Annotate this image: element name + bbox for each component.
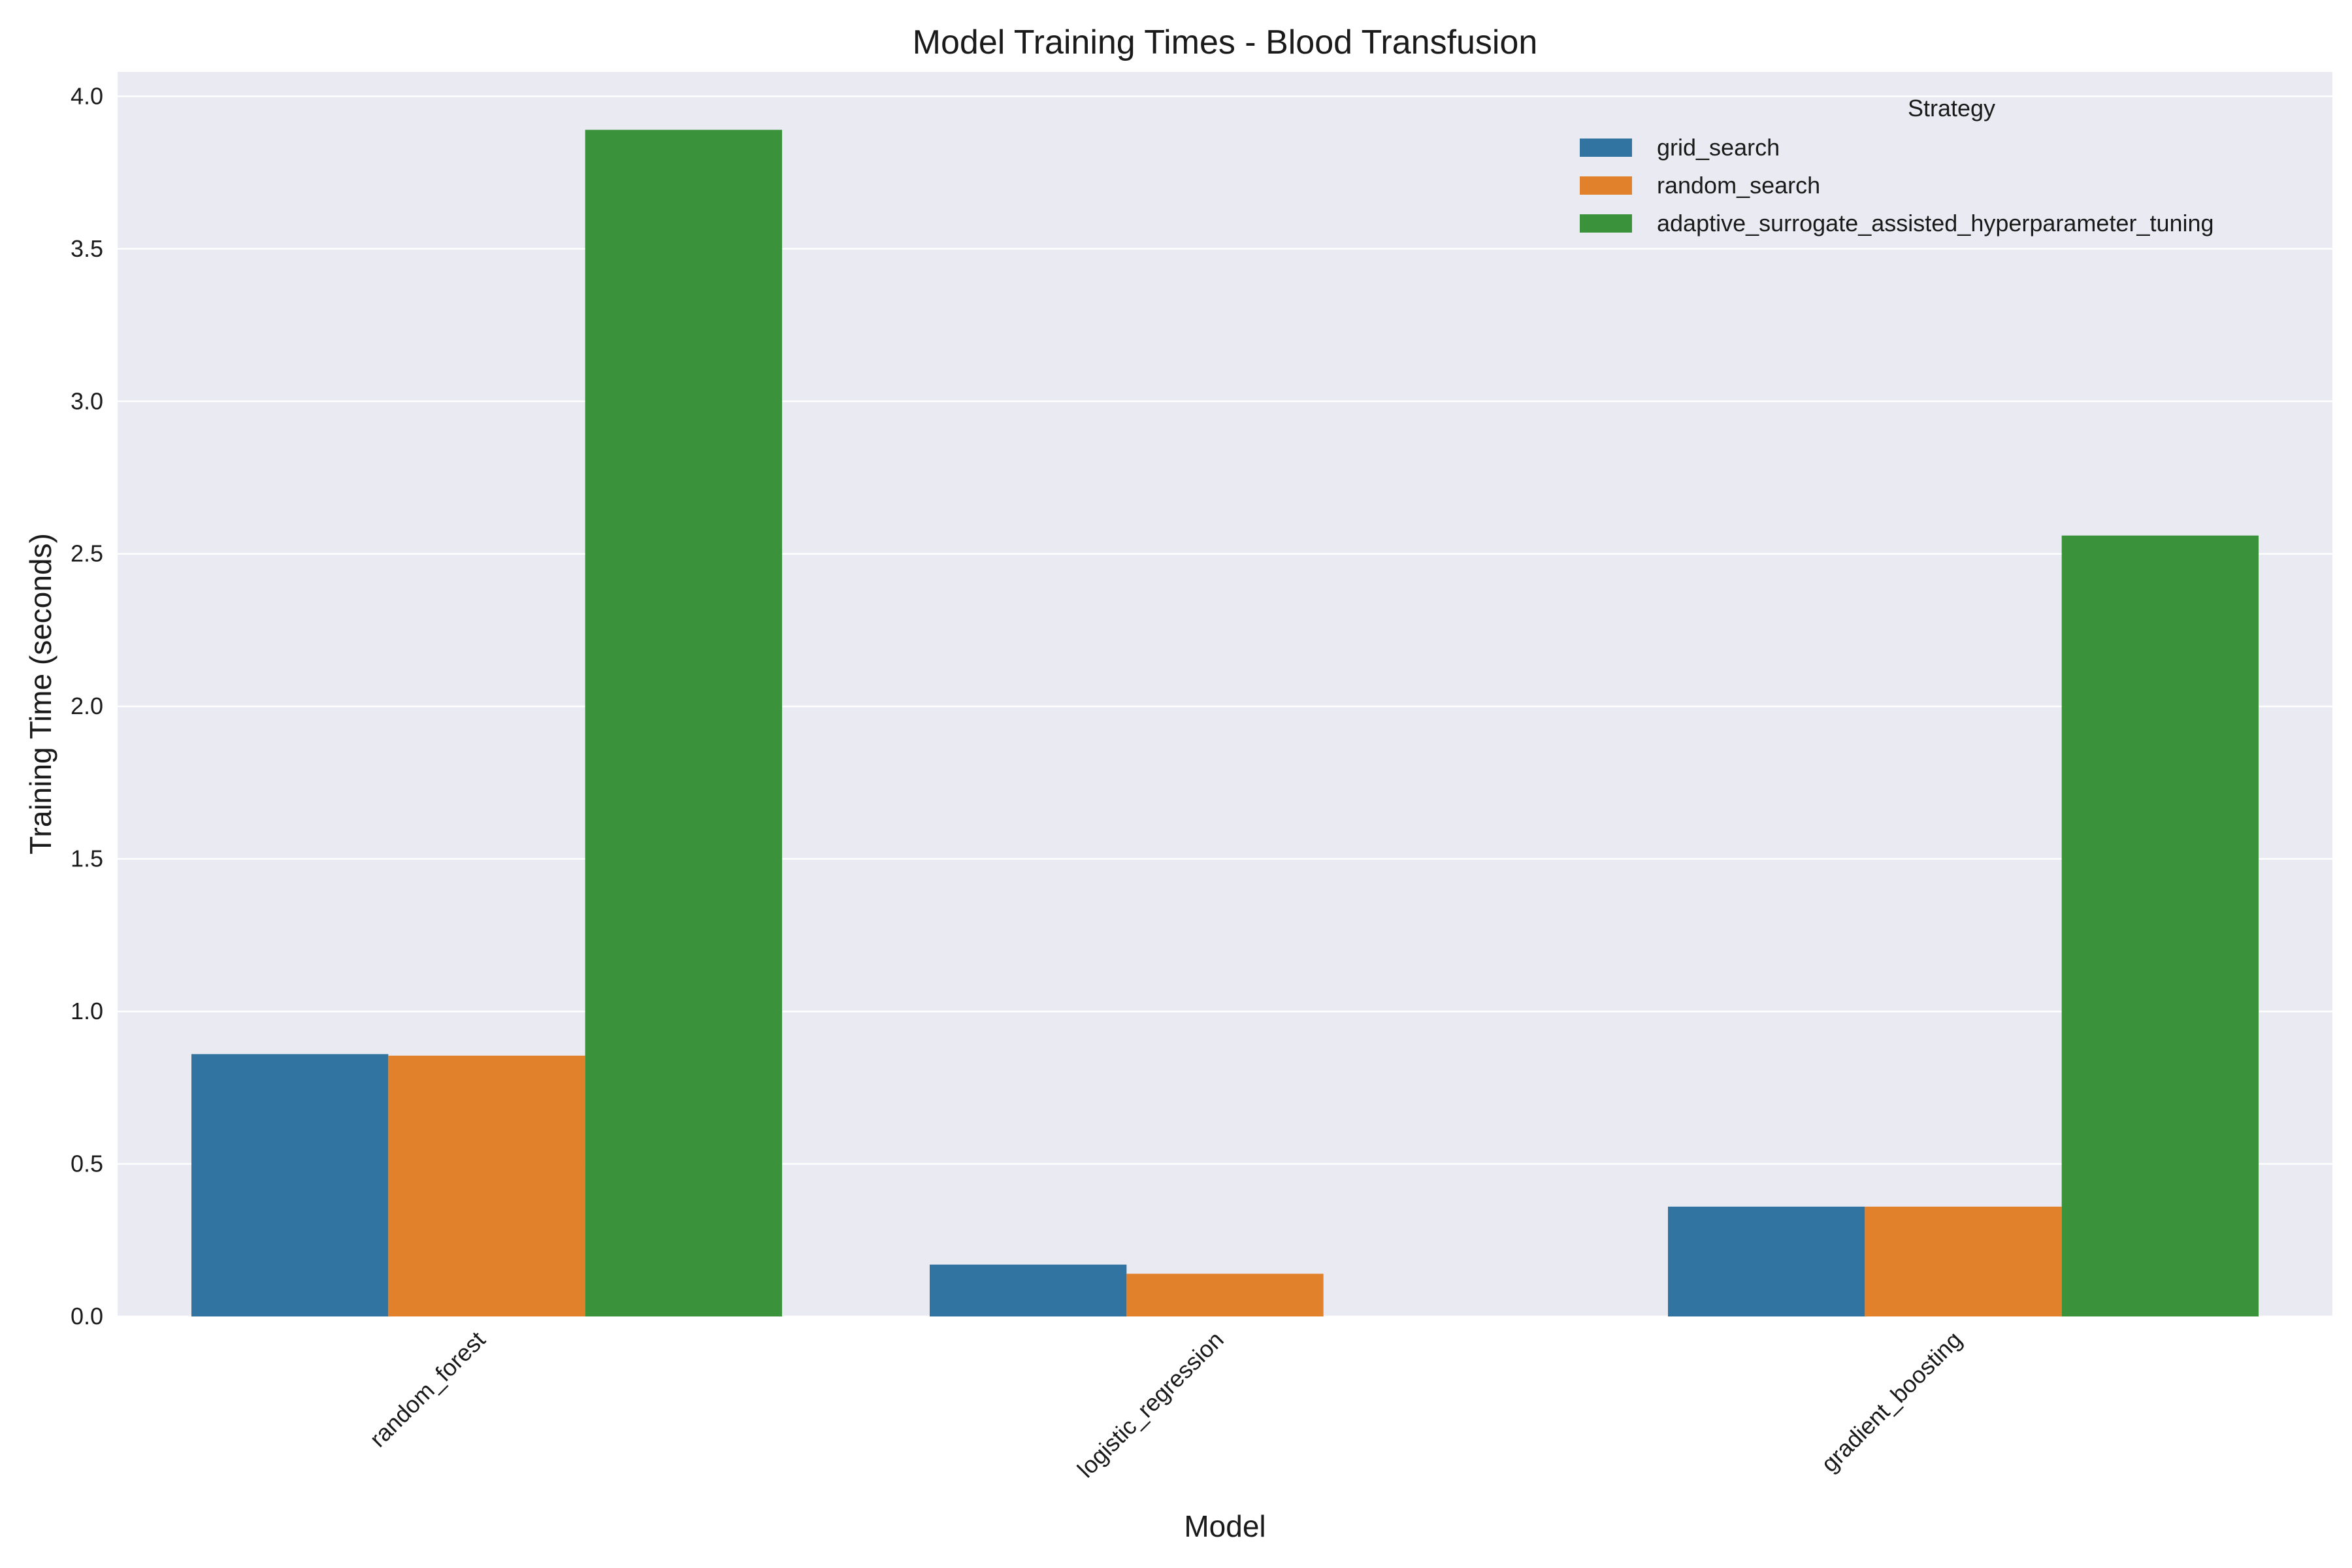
legend-label: adaptive_surrogate_assisted_hyperparamet… (1657, 210, 2214, 237)
chart-title: Model Training Times - Blood Transfusion (913, 24, 1538, 61)
legend-label: grid_search (1657, 134, 1780, 161)
y-tick-label: 4.0 (71, 82, 103, 109)
y-axis-label: Training Time (seconds) (24, 533, 57, 855)
x-axis-label: Model (1184, 1509, 1266, 1543)
bars (191, 129, 2259, 1317)
legend-swatch (1580, 214, 1632, 233)
legend-title: Strategy (1908, 95, 1995, 122)
y-tick-label: 3.5 (71, 235, 103, 262)
y-tick-label: 0.0 (71, 1303, 103, 1330)
y-tick-label: 1.0 (71, 998, 103, 1024)
bar-gradient_boosting-random_search (1865, 1206, 2062, 1316)
y-tick-label: 0.5 (71, 1151, 103, 1177)
legend-swatch (1580, 176, 1632, 195)
bar-random_forest-grid_search (191, 1054, 389, 1316)
y-tick-label: 2.0 (71, 693, 103, 719)
y-tick-label: 1.5 (71, 845, 103, 872)
y-tick-label: 2.5 (71, 540, 103, 567)
y-tick-labels: 0.0 0.5 1.0 1.5 2.0 2.5 3.0 3.5 4.0 (71, 82, 103, 1330)
bar-random_forest-adaptive_surrogate_assisted_hyperparameter_tuning (585, 129, 782, 1316)
bar-logistic_regression-grid_search (930, 1264, 1127, 1316)
legend-swatch (1580, 139, 1632, 157)
bar-gradient_boosting-adaptive_surrogate_assisted_hyperparameter_tuning (2061, 535, 2259, 1317)
legend-label: random_search (1657, 172, 1820, 199)
gridlines (118, 95, 2332, 1318)
bar-random_forest-random_search (388, 1055, 585, 1316)
bar-logistic_regression-random_search (1126, 1273, 1324, 1316)
legend-items: grid_search random_search adaptive_surroga… (1580, 134, 2214, 237)
bar-gradient_boosting-grid_search (1668, 1206, 1865, 1316)
legend: Strategy grid_search random_searchadaptiv… (1580, 95, 2214, 237)
y-tick-label: 3.0 (71, 387, 103, 414)
